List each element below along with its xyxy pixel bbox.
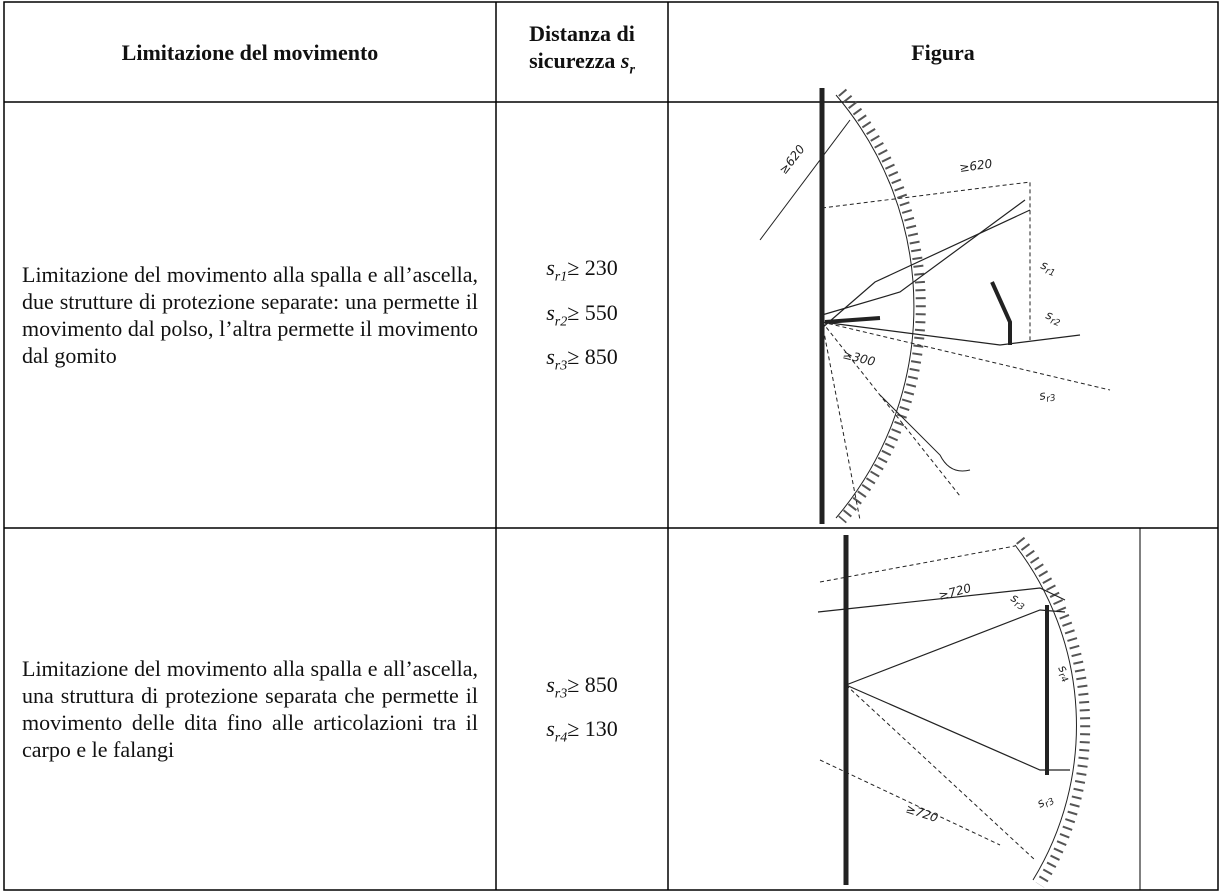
figure-dimension: ≥620 <box>776 142 808 177</box>
figure-symbol-subscript: r2 <box>1049 316 1062 329</box>
header-cell: Limitazione del movimento <box>4 2 496 102</box>
distance-subscript-wrap: r3 <box>555 686 567 701</box>
figure-symbol-subscript: r3 <box>1045 393 1056 405</box>
distance-bound: ≥ 850 <box>567 344 618 370</box>
distance-entry: sr3≥ 850 <box>546 344 618 374</box>
figure-1 <box>759 88 1111 524</box>
distance-bound: ≥ 850 <box>567 671 618 697</box>
distance-entry: sr1≥ 230 <box>546 255 618 285</box>
distance-symbol: s <box>546 344 555 370</box>
figure-dimension: ≥300 <box>841 347 877 369</box>
description-cell: Limitazione del movimento alla spalla e … <box>4 102 496 528</box>
header-symbol: s <box>620 48 630 74</box>
distance-subscript: r3 <box>554 358 568 374</box>
header-cell: Figura <box>668 2 1218 102</box>
distance-symbol: s <box>546 716 555 741</box>
distance-symbol: s <box>546 299 555 325</box>
figure-symbol: sr3 <box>1038 386 1057 406</box>
header-subscript: r <box>629 62 635 78</box>
figure-symbol-letter: s <box>1038 388 1047 403</box>
figure-symbol-letter: s <box>1039 258 1050 273</box>
description: Limitazione del movimento alla spalla e … <box>22 262 478 368</box>
distance-bound: ≥ 550 <box>567 299 618 325</box>
distance-subscript-wrap: r1 <box>555 270 567 285</box>
header-text: Limitazione del movimento <box>121 39 379 65</box>
figure-symbol-subscript: r1 <box>1044 266 1056 279</box>
distance-subscript: r2 <box>554 314 568 330</box>
header-text: Figura <box>911 39 975 65</box>
figure-symbol: sr3 <box>1007 590 1029 613</box>
figure-2 <box>817 535 1091 888</box>
header-cell: Distanza di sicurezza sr <box>496 2 668 102</box>
distance-symbol: s <box>546 255 555 281</box>
figure-symbol-letter: s <box>1044 308 1055 323</box>
distance-subscript-wrap: r4 <box>555 730 567 745</box>
figure-symbol: sr1 <box>1038 258 1059 279</box>
distance-cell: sr3≥ 850 sr4≥ 130 <box>496 528 668 890</box>
description-cell: Limitazione del movimento alla spalla e … <box>4 528 496 890</box>
figure-dimension: ≥620 <box>958 156 993 175</box>
distance-cell: sr1≥ 230 sr2≥ 550 sr3≥ 850 <box>496 102 668 528</box>
figure-dimension: ≥720 <box>904 802 940 826</box>
distance-bound: ≥ 130 <box>567 716 618 741</box>
figure-dimension: ≥720 <box>937 581 973 603</box>
distance-subscript-wrap: r3 <box>555 359 567 374</box>
distance-symbol: s <box>546 671 555 697</box>
figure-symbol: sr2 <box>1043 308 1064 329</box>
header-text: Distanza di sicurezza <box>529 21 635 74</box>
distance-subscript-wrap: r2 <box>555 314 567 329</box>
distance-subscript: r1 <box>554 269 568 285</box>
figure-symbol: sr3 <box>1035 790 1057 813</box>
header-text-wrap: Distanza di sicurezza sr <box>510 20 654 83</box>
description: Limitazione del movimento alla spalla e … <box>22 656 478 762</box>
distance-entry: sr4≥ 130 <box>546 716 618 746</box>
distance-subscript: r3 <box>554 686 568 701</box>
distance-subscript: r4 <box>554 730 568 746</box>
distance-bound: ≥ 230 <box>567 255 618 281</box>
distance-entry: sr2≥ 550 <box>546 300 618 330</box>
distance-entry: sr3≥ 850 <box>546 672 618 702</box>
